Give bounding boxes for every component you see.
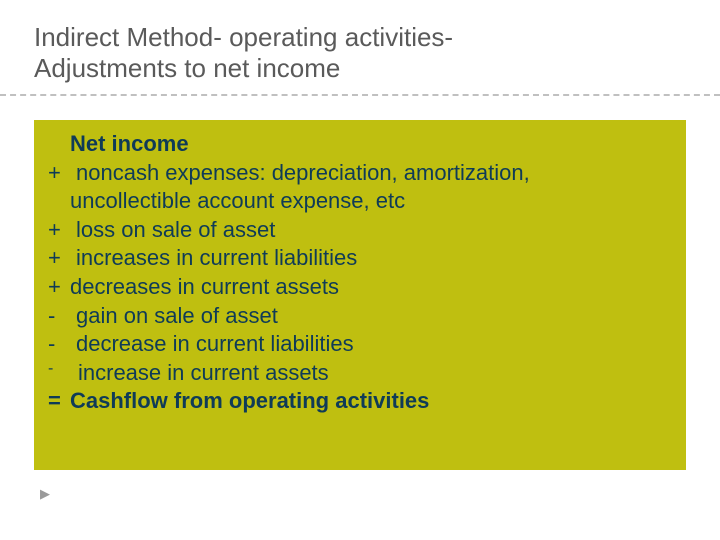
text-l2: uncollectible account expense, etc: [70, 187, 672, 216]
plus-icon: +: [48, 216, 70, 245]
line-decrease-liabilities: - decrease in current liabilities: [48, 330, 672, 359]
line-noncash-expenses: + noncash expenses: depreciation, amorti…: [48, 159, 672, 216]
title-divider: [0, 94, 720, 96]
line-cashflow-result: = Cashflow from operating activities: [48, 387, 672, 416]
slide: Indirect Method- operating activities- A…: [0, 0, 720, 540]
line-increase-liabilities: + increases in current liabilities: [48, 244, 672, 273]
line-gain-on-sale: - gain on sale of asset: [48, 302, 672, 331]
content-box: Net income + noncash expenses: depreciat…: [34, 120, 686, 470]
minus-icon: -: [48, 302, 70, 331]
text: gain on sale of asset: [70, 302, 672, 331]
plus-icon: +: [48, 273, 70, 302]
text: noncash expenses: depreciation, amortiza…: [70, 159, 672, 216]
line-net-income: Net income: [48, 130, 672, 159]
title-line-2: Adjustments to net income: [34, 53, 340, 83]
text: loss on sale of asset: [70, 216, 672, 245]
text: increase in current assets: [70, 359, 672, 388]
text: Cashflow from operating activities: [70, 387, 672, 416]
bullet-arrow-icon: ▶: [40, 486, 50, 502]
slide-title: Indirect Method- operating activities- A…: [34, 22, 680, 84]
minus-icon: -: [48, 330, 70, 359]
text: decrease in current liabilities: [70, 330, 672, 359]
text: decreases in current assets: [70, 273, 672, 302]
line-loss-on-sale: + loss on sale of asset: [48, 216, 672, 245]
text-l1: noncash expenses: depreciation, amortiza…: [70, 159, 672, 188]
minus-icon: -: [48, 359, 70, 388]
plus-icon: +: [48, 244, 70, 273]
plus-icon: +: [48, 159, 70, 216]
title-line-1: Indirect Method- operating activities-: [34, 22, 453, 52]
line-decrease-assets: + decreases in current assets: [48, 273, 672, 302]
text: Net income: [70, 130, 672, 159]
equals-icon: =: [48, 387, 70, 416]
line-increase-assets: - increase in current assets: [48, 359, 672, 388]
text: increases in current liabilities: [70, 244, 672, 273]
sign: [48, 130, 70, 159]
